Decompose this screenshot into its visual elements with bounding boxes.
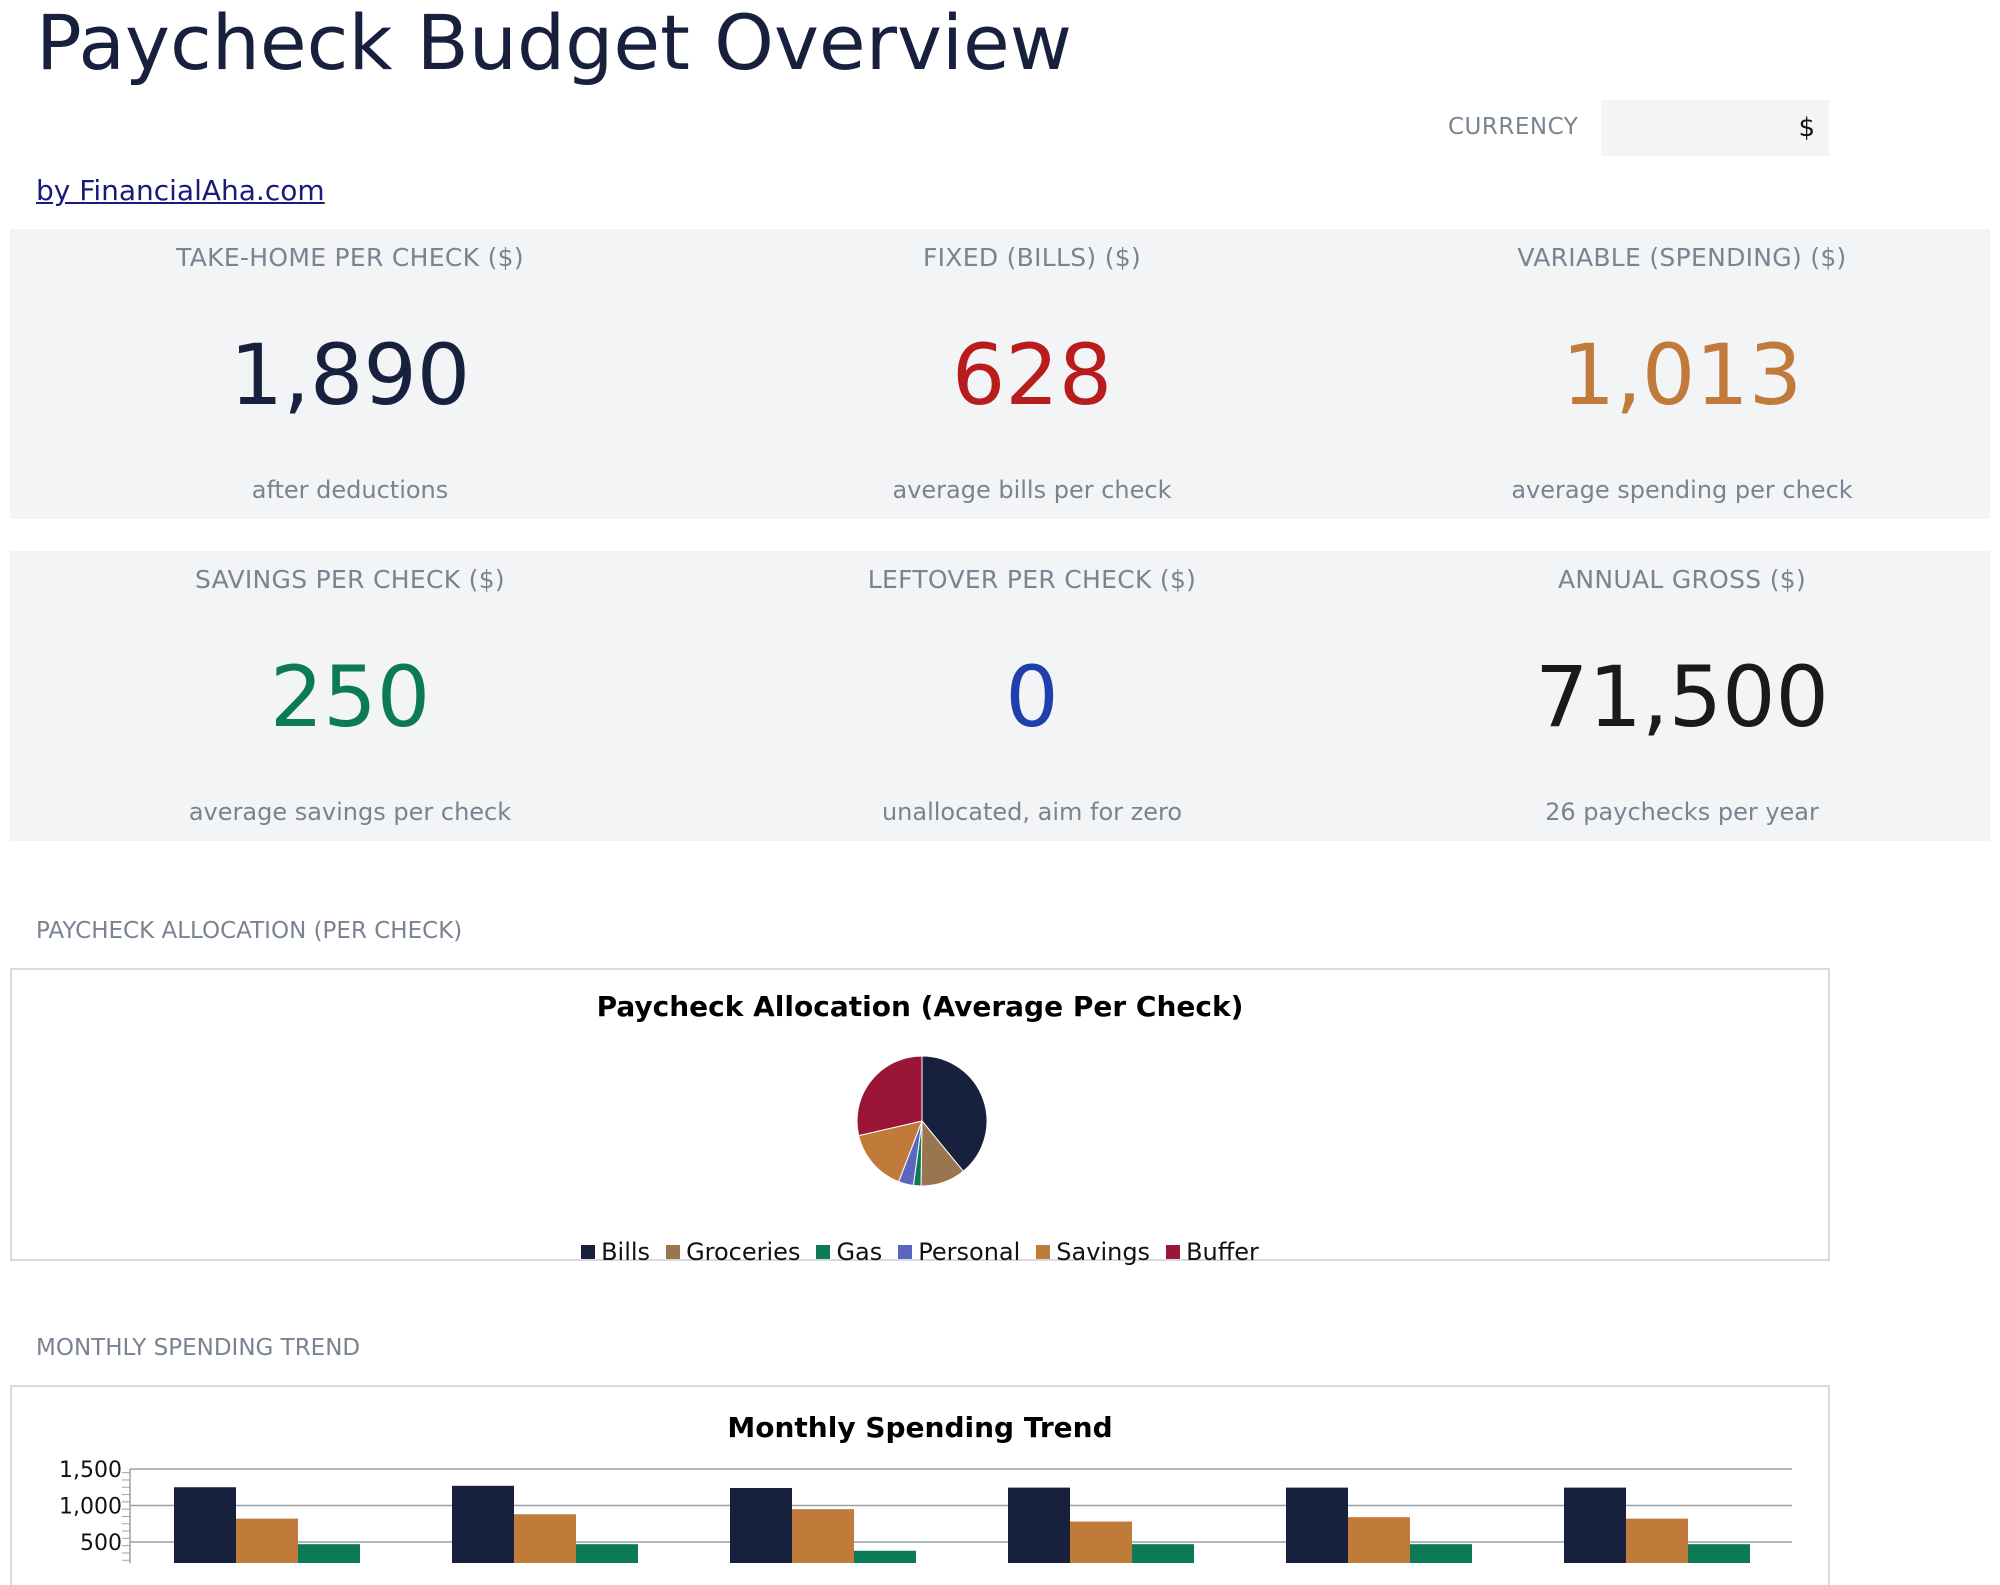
legend-item: Gas — [816, 1238, 882, 1266]
bar — [792, 1509, 854, 1563]
bar — [1688, 1544, 1750, 1563]
legend-swatch — [898, 1245, 913, 1259]
kpi-value: 1,013 — [1561, 326, 1803, 424]
kpi-value: 250 — [269, 648, 431, 746]
legend-swatch — [666, 1245, 681, 1259]
bar — [1348, 1517, 1410, 1563]
kpi-variable-spending: VARIABLE (SPENDING) ($) 1,013 average sp… — [1374, 229, 1990, 519]
legend-label: Bills — [601, 1238, 651, 1266]
credit-link[interactable]: by FinancialAha.com — [36, 174, 325, 207]
bar — [730, 1487, 792, 1563]
bar — [236, 1518, 298, 1563]
legend-item: Bills — [581, 1238, 650, 1266]
kpi-savings: SAVINGS PER CHECK ($) 250 average saving… — [10, 551, 690, 841]
kpi-label: TAKE-HOME PER CHECK ($) — [176, 243, 524, 272]
trend-section-label: MONTHLY SPENDING TREND — [36, 1335, 361, 1361]
bar — [576, 1544, 638, 1563]
currency-input[interactable]: $ — [1601, 100, 1829, 156]
y-tick-label: 500 — [80, 1531, 122, 1556]
allocation-section-label: PAYCHECK ALLOCATION (PER CHECK) — [36, 918, 463, 944]
legend-item: Savings — [1036, 1238, 1150, 1266]
kpi-value: 1,890 — [229, 326, 471, 424]
legend-label: Buffer — [1186, 1238, 1259, 1266]
legend-swatch — [816, 1245, 831, 1259]
kpi-take-home: TAKE-HOME PER CHECK ($) 1,890 after dedu… — [10, 229, 690, 519]
bar — [1564, 1487, 1626, 1563]
bar — [452, 1485, 514, 1563]
legend-item: Groceries — [666, 1238, 800, 1266]
legend-label: Savings — [1056, 1238, 1151, 1266]
allocation-pie — [856, 1055, 988, 1187]
legend-swatch — [581, 1245, 596, 1259]
allocation-chart: Paycheck Allocation (Average Per Check) … — [10, 968, 1830, 1266]
legend-swatch — [1166, 1245, 1181, 1259]
currency-label: CURRENCY — [1448, 114, 1579, 140]
pie-slice — [921, 1055, 988, 1172]
legend-swatch — [1036, 1245, 1051, 1259]
kpi-annual-gross: ANNUAL GROSS ($) 71,500 26 paychecks per… — [1374, 551, 1990, 841]
kpi-subtitle: average savings per check — [188, 798, 512, 826]
trend-chart-title: Monthly Spending Trend — [727, 1411, 1113, 1444]
bar — [1008, 1487, 1070, 1563]
bar — [298, 1544, 360, 1563]
kpi-row-2: SAVINGS PER CHECK ($) 250 average saving… — [10, 551, 1990, 841]
pie-slice — [856, 1055, 923, 1137]
bar — [854, 1550, 916, 1563]
kpi-label: FIXED (BILLS) ($) — [922, 243, 1142, 272]
kpi-row-1: TAKE-HOME PER CHECK ($) 1,890 after dedu… — [10, 229, 1990, 519]
y-tick-label: 1,500 — [59, 1458, 122, 1483]
legend-label: Groceries — [686, 1238, 801, 1266]
legend-label: Gas — [836, 1238, 883, 1266]
pie-slice — [858, 1120, 923, 1183]
kpi-leftover: LEFTOVER PER CHECK ($) 0 unallocated, ai… — [690, 551, 1374, 841]
kpi-label: ANNUAL GROSS ($) — [1557, 565, 1807, 594]
bar — [1070, 1521, 1132, 1563]
bar — [1286, 1487, 1348, 1563]
kpi-label: SAVINGS PER CHECK ($) — [195, 565, 505, 594]
page-title: Paycheck Budget Overview — [36, 0, 1072, 87]
bar — [1132, 1544, 1194, 1563]
kpi-subtitle: 26 paychecks per year — [1545, 798, 1819, 826]
kpi-fixed-bills: FIXED (BILLS) ($) 628 average bills per … — [690, 229, 1374, 519]
trend-chart: Monthly Spending Trend 500 1,000 1,500 — [10, 1385, 1830, 1585]
kpi-value: 71,500 — [1535, 648, 1829, 746]
legend-item: Personal — [898, 1238, 1020, 1266]
kpi-value: 0 — [1005, 648, 1059, 746]
kpi-subtitle: unallocated, aim for zero — [881, 798, 1183, 826]
allocation-chart-title: Paycheck Allocation (Average Per Check) — [596, 990, 1244, 1023]
legend-item: Buffer — [1166, 1238, 1259, 1266]
bar — [1626, 1518, 1688, 1563]
kpi-label: VARIABLE (SPENDING) ($) — [1517, 243, 1847, 272]
y-tick-label: 1,000 — [59, 1495, 122, 1520]
kpi-subtitle: after deductions — [251, 476, 449, 504]
bar — [174, 1487, 236, 1563]
kpi-value: 628 — [951, 326, 1113, 424]
legend-label: Personal — [918, 1238, 1021, 1266]
allocation-legend: Bills Groceries Gas Personal Savings Buffer — [12, 1238, 1828, 1266]
kpi-subtitle: average spending per check — [1511, 476, 1853, 504]
kpi-subtitle: average bills per check — [892, 476, 1172, 504]
bar — [1410, 1544, 1472, 1563]
trend-bars: 500 1,000 1,500 — [59, 1458, 1792, 1563]
kpi-label: LEFTOVER PER CHECK ($) — [867, 565, 1197, 594]
bar — [514, 1514, 576, 1563]
